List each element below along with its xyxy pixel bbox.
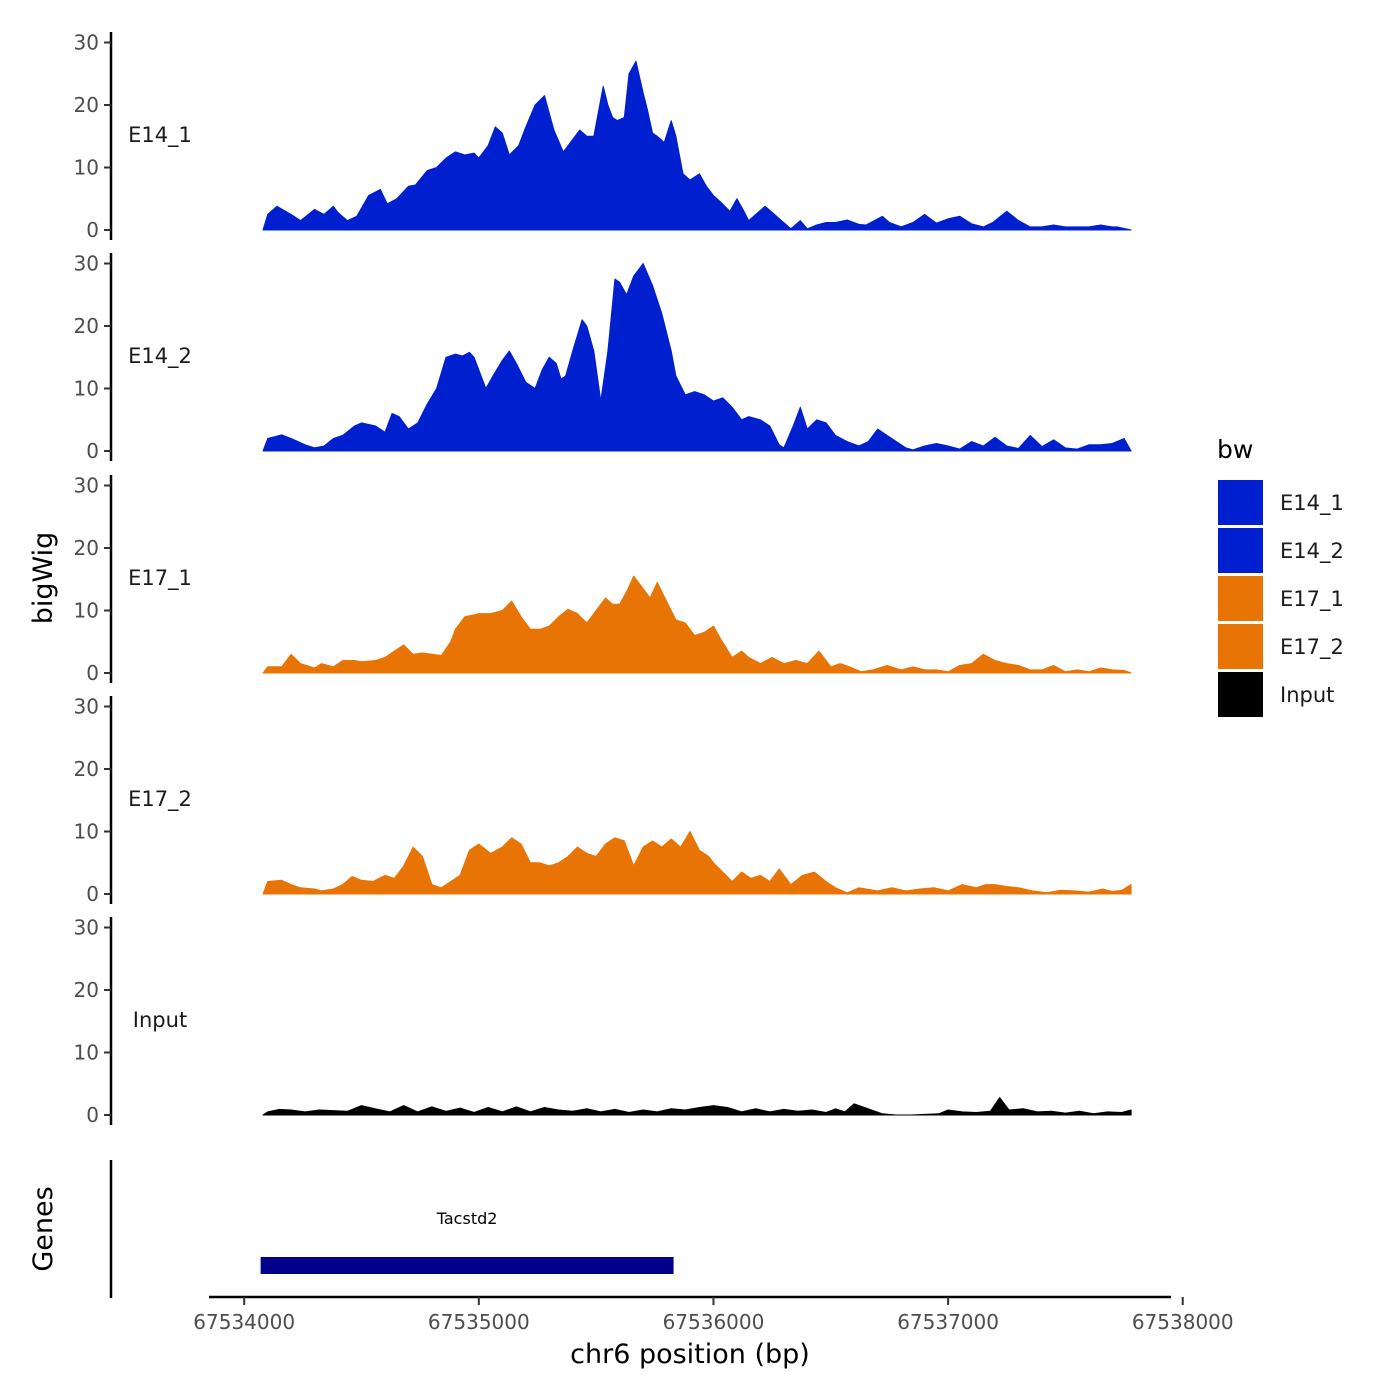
y-tick-label-Input-10: 10 <box>74 1041 99 1065</box>
genes-track: Genes Tacstd2 <box>28 1160 674 1298</box>
legend-label-Input: Input <box>1280 683 1334 707</box>
coverage-area-E14_1 <box>262 60 1132 231</box>
x-tick-label-67535000: 67535000 <box>428 1310 530 1334</box>
x-tick-label-67534000: 67534000 <box>193 1310 295 1334</box>
legend-key-E17_2 <box>1218 624 1263 669</box>
legend: bw E14_1 E14_2 E17_1 E17_2 Input <box>1217 435 1344 717</box>
legend-key-E14_2 <box>1218 528 1263 573</box>
y-tick-label-E17_1-20: 20 <box>74 536 99 560</box>
y-tick-label-E14_1-20: 20 <box>74 93 99 117</box>
x-tick-label-67536000: 67536000 <box>663 1310 765 1334</box>
coverage-area-E14_2 <box>262 263 1132 452</box>
coverage-tracks: 0 10 20 30 E14_1 0 10 20 30 E14_2 0 10 20 30 E17_1 0 10 2… <box>74 31 1132 1127</box>
track-E17_2: 0 10 20 30 E17_2 <box>74 695 1132 906</box>
x-axis: 67534000 67535000 67536000 67537000 67538000 <box>193 1295 1234 1334</box>
y-tick-label-Input-20: 20 <box>74 978 99 1002</box>
y-tick-label-E17_2-20: 20 <box>74 757 99 781</box>
y-tick-label-E17_1-30: 30 <box>74 474 99 498</box>
genes-track-title: Genes <box>28 1186 59 1271</box>
track-E14_1: 0 10 20 30 E14_1 <box>74 31 1132 242</box>
coverage-area-E17_1 <box>262 575 1132 674</box>
track-label-E17_1: E17_1 <box>128 566 192 591</box>
y-tick-label-E14_2-0: 0 <box>86 439 99 463</box>
y-tick-label-E17_2-10: 10 <box>74 820 99 844</box>
gene-label-Tacstd2: Tacstd2 <box>436 1209 498 1228</box>
y-axis-title: bigWig <box>28 532 59 625</box>
track-label-E14_2: E14_2 <box>128 344 192 369</box>
legend-key-E17_1 <box>1218 576 1263 621</box>
y-tick-label-Input-30: 30 <box>74 916 99 940</box>
legend-title: bw <box>1217 435 1253 464</box>
gene-body-Tacstd2 <box>260 1257 674 1274</box>
legend-label-E17_2: E17_2 <box>1280 635 1344 660</box>
legend-label-E17_1: E17_1 <box>1280 587 1344 612</box>
track-label-Input: Input <box>133 1008 187 1032</box>
y-tick-label-Input-0: 0 <box>86 1103 99 1127</box>
track-E17_1: 0 10 20 30 E17_1 <box>74 474 1132 685</box>
legend-label-E14_2: E14_2 <box>1280 539 1344 564</box>
y-tick-label-E14_1-0: 0 <box>86 218 99 242</box>
track-label-E14_1: E14_1 <box>128 123 192 148</box>
y-tick-label-E14_1-30: 30 <box>74 31 99 55</box>
gene-models: Tacstd2 <box>260 1209 674 1274</box>
y-tick-label-E14_2-20: 20 <box>74 314 99 338</box>
y-tick-label-E17_1-10: 10 <box>74 599 99 623</box>
track-E14_2: 0 10 20 30 E14_2 <box>74 252 1132 463</box>
track-label-E17_2: E17_2 <box>128 787 192 812</box>
track-Input: 0 10 20 30 Input <box>74 916 1132 1127</box>
coverage-area-Input <box>262 1097 1132 1116</box>
y-tick-label-E14_2-10: 10 <box>74 377 99 401</box>
y-tick-label-E14_1-10: 10 <box>74 156 99 180</box>
y-tick-label-E17_2-0: 0 <box>86 882 99 906</box>
coverage-area-E17_2 <box>262 831 1132 895</box>
legend-key-Input <box>1218 672 1263 717</box>
y-tick-label-E17_2-30: 30 <box>74 695 99 719</box>
y-tick-label-E14_2-30: 30 <box>74 252 99 276</box>
x-tick-label-67537000: 67537000 <box>897 1310 999 1334</box>
legend-label-E14_1: E14_1 <box>1280 491 1344 516</box>
legend-key-E14_1 <box>1218 480 1263 525</box>
x-axis-title: chr6 position (bp) <box>570 1339 810 1370</box>
x-tick-label-67538000: 67538000 <box>1132 1310 1234 1334</box>
y-tick-label-E17_1-0: 0 <box>86 661 99 685</box>
